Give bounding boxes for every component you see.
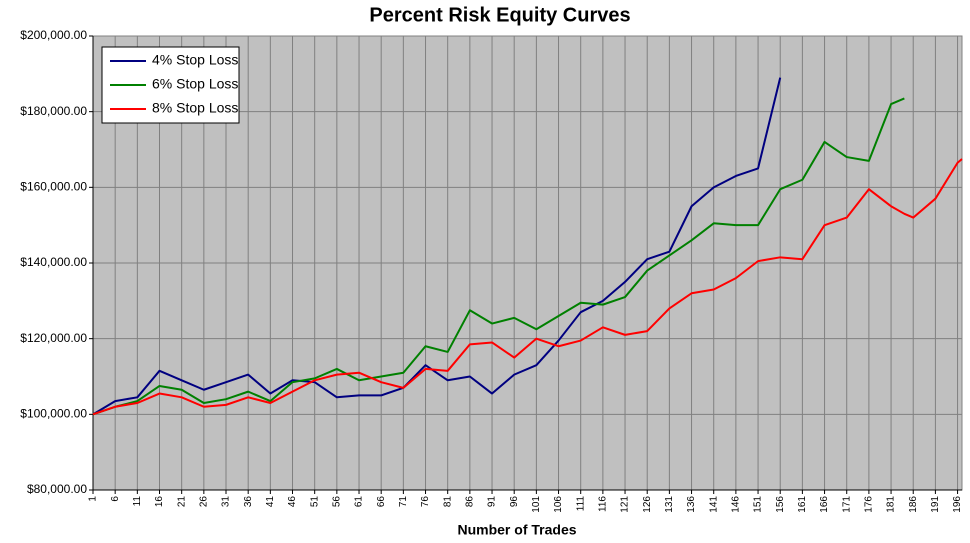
x-tick-label: 96 bbox=[509, 496, 520, 508]
x-tick-label: 11 bbox=[132, 496, 143, 507]
x-tick-label: 31 bbox=[221, 496, 232, 508]
x-tick-label: 131 bbox=[664, 496, 675, 513]
x-tick-label: 21 bbox=[176, 496, 187, 508]
x-tick-label: 41 bbox=[265, 496, 276, 508]
x-tick-label: 91 bbox=[487, 496, 498, 508]
x-tick-label: 156 bbox=[775, 496, 786, 513]
y-tick-label: $180,000.00 bbox=[20, 104, 87, 118]
x-tick-label: 141 bbox=[708, 496, 719, 513]
series-line bbox=[92, 158, 963, 416]
y-tick-label: $120,000.00 bbox=[20, 331, 87, 345]
x-tick-label: 151 bbox=[753, 496, 764, 513]
x-tick-label: 36 bbox=[243, 496, 254, 508]
series-line bbox=[92, 77, 782, 416]
x-tick-label: 46 bbox=[287, 496, 298, 508]
x-tick-label: 171 bbox=[841, 496, 852, 513]
series-line bbox=[92, 97, 905, 416]
y-tick-label: $160,000.00 bbox=[20, 180, 87, 194]
x-tick-label: 116 bbox=[598, 496, 609, 512]
x-tick-label: 51 bbox=[309, 496, 320, 508]
x-tick-label: 1 bbox=[88, 496, 99, 502]
y-tick-label: $140,000.00 bbox=[20, 255, 87, 269]
x-tick-label: 161 bbox=[797, 496, 808, 513]
legend: 4% Stop Loss 6% Stop Loss 8% Stop Loss bbox=[101, 46, 240, 124]
x-tick-label: 86 bbox=[465, 496, 476, 508]
x-tick-label: 26 bbox=[198, 496, 209, 508]
legend-label: 8% Stop Loss bbox=[152, 100, 238, 116]
x-tick-label: 101 bbox=[531, 496, 542, 513]
x-tick-label: 196 bbox=[952, 496, 963, 513]
x-tick-label: 191 bbox=[930, 496, 941, 513]
y-tick-label: $200,000.00 bbox=[20, 28, 87, 42]
x-tick-label: 146 bbox=[731, 496, 742, 513]
x-tick-label: 76 bbox=[420, 496, 431, 508]
x-tick-label: 166 bbox=[819, 496, 830, 513]
legend-label: 6% Stop Loss bbox=[152, 76, 238, 92]
x-tick-label: 106 bbox=[553, 496, 564, 513]
x-axis-label: Number of Trades bbox=[457, 522, 576, 538]
x-tick-label: 176 bbox=[864, 496, 875, 513]
x-tick-label: 126 bbox=[642, 496, 653, 513]
chart-title: Percent Risk Equity Curves bbox=[369, 4, 630, 26]
x-tick-label: 66 bbox=[376, 496, 387, 508]
x-tick-label: 6 bbox=[110, 496, 121, 502]
y-tick-label: $100,000.00 bbox=[20, 407, 87, 421]
x-tick-label: 61 bbox=[354, 496, 365, 508]
x-tick-label: 136 bbox=[686, 496, 697, 513]
x-tick-label: 16 bbox=[154, 496, 165, 508]
x-tick-label: 71 bbox=[398, 496, 409, 508]
x-tick-label: 56 bbox=[331, 496, 342, 508]
x-tick-label: 111 bbox=[575, 496, 586, 512]
x-tick-label: 181 bbox=[886, 496, 897, 513]
y-tick-label: $80,000.00 bbox=[27, 482, 87, 496]
x-tick-label: 121 bbox=[620, 496, 631, 513]
legend-label: 4% Stop Loss bbox=[152, 52, 238, 68]
x-tick-label: 81 bbox=[442, 496, 453, 508]
x-tick-label: 186 bbox=[908, 496, 919, 513]
